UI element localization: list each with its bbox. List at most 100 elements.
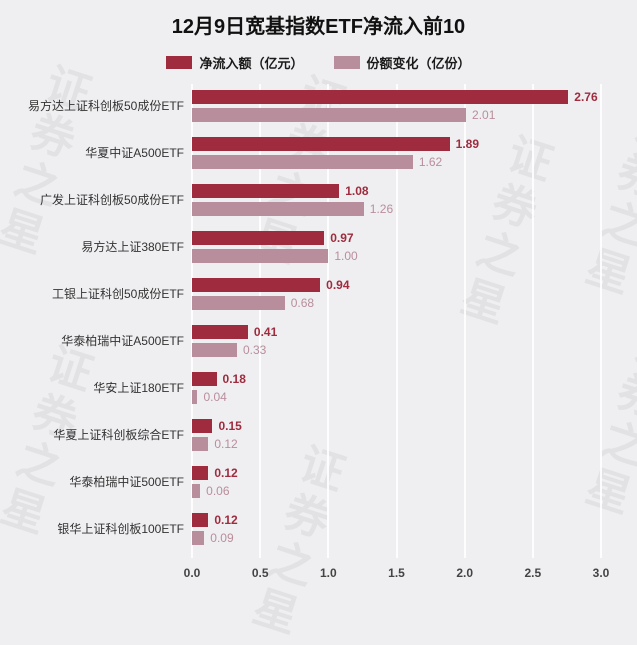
share-change-swatch [333,56,360,69]
share-change-bar [192,107,467,122]
net-inflow-swatch [166,56,193,69]
net-inflow-value: 0.94 [326,277,350,292]
net-inflow-bar [192,277,321,292]
chart-title: 12月9日宽基指数ETF净流入前10 [171,16,466,38]
net-inflow-bar [192,230,325,245]
chart-row: 华泰柏瑞中证500ETF 0.12 0.06 [0,458,637,505]
chart-row: 易方达上证380ETF 0.97 1.00 [0,223,637,270]
category-label: 易方达上证科创板50成份ETF [27,99,184,113]
legend-item-net-inflow: 净流入额（亿元） [166,53,304,72]
chart-row: 易方达上证科创板50成份ETF 2.76 2.01 [0,82,637,129]
x-tick-label: 1.0 [319,566,337,580]
chart-row: 华泰柏瑞中证A500ETF 0.41 0.33 [0,317,637,364]
gridline [327,84,330,558]
chart-row: 广发上证科创板50成份ETF 1.08 1.26 [0,176,637,223]
category-label: 华夏中证A500ETF [85,146,184,160]
x-axis: 0.0 0.5 1.0 1.5 2.0 2.5 3.0 [184,562,610,586]
share-change-bar-line: 0.09 [192,530,601,545]
share-change-bar-line: 1.00 [192,248,601,263]
bar-group: 0.15 0.12 [192,418,601,451]
net-inflow-legend-label: 净流入额（亿元） [199,56,304,71]
net-inflow-bar [192,465,209,480]
bar-group: 2.76 2.01 [192,89,601,122]
share-change-value: 2.01 [472,107,496,122]
legend: 净流入额（亿元） 份额变化（亿份） [0,53,637,72]
share-change-bar [192,436,209,451]
net-inflow-value: 0.12 [214,512,238,527]
chart-canvas: 12月9日宽基指数ETF净流入前10 净流入额（亿元） 份额变化（亿份） 易方达… [0,10,637,586]
net-inflow-value: 0.12 [214,465,238,480]
x-tick-label: 0.0 [183,566,201,580]
share-change-value: 1.62 [418,154,443,169]
share-change-bar [192,295,285,310]
net-inflow-bar-line: 0.41 [192,324,601,339]
share-change-bar [192,201,364,216]
gridline [463,84,466,558]
net-inflow-value: 2.76 [574,89,598,104]
x-tick-label: 2.0 [456,566,473,580]
share-change-value: 1.26 [369,201,394,216]
share-change-bar [192,389,198,404]
chart-row: 银华上证科创板100ETF 0.12 0.09 [0,505,637,552]
bar-group: 0.12 0.06 [192,465,601,498]
gridline [395,84,398,558]
bar-chart: 易方达上证科创板50成份ETF 2.76 2.01 华夏中证A500ETF 1.89 1.… [0,82,637,586]
share-change-bar-line: 1.62 [192,154,601,169]
category-label: 华泰柏瑞中证500ETF [69,475,184,489]
net-inflow-value: 0.97 [330,230,354,245]
bar-group: 1.89 1.62 [192,136,601,169]
net-inflow-bar [192,371,217,386]
share-change-bar [192,154,413,169]
x-tick-label: 2.5 [524,566,542,580]
category-label: 华泰柏瑞中证A500ETF [61,334,184,348]
share-change-value: 0.68 [290,295,315,310]
bar-group: 0.12 0.09 [192,512,601,545]
gridline [531,84,534,558]
category-label: 华夏上证科创板综合ETF [53,428,184,442]
share-change-bar [192,530,205,545]
share-change-bar [192,483,201,498]
share-change-bar [192,342,237,357]
net-inflow-bar-line: 2.76 [192,89,601,104]
net-inflow-bar [192,136,450,151]
net-inflow-value: 1.89 [455,136,480,151]
bar-group: 0.97 1.00 [192,230,601,263]
share-change-bar-line: 2.01 [192,107,601,122]
gridline [600,84,602,558]
net-inflow-value: 0.41 [253,324,278,339]
chart-row: 工银上证科创50成份ETF 0.94 0.68 [0,270,637,317]
share-change-bar-line: 0.12 [192,436,601,451]
share-change-bar [192,248,329,263]
x-tick-label: 3.0 [592,566,610,580]
share-change-bar-line: 0.06 [192,483,601,498]
net-inflow-value: 1.08 [345,183,369,198]
net-inflow-value: 0.15 [218,418,242,433]
chart-row: 华夏中证A500ETF 1.89 1.62 [0,129,637,176]
share-change-bar-line: 1.26 [192,201,601,216]
share-change-value: 0.06 [206,483,230,498]
bar-group: 1.08 1.26 [192,183,601,216]
net-inflow-bar-line: 0.94 [192,277,601,292]
net-inflow-bar [192,89,569,104]
x-tick-label: 0.5 [251,566,269,580]
category-label: 工银上证科创50成份ETF [51,287,184,301]
share-change-legend-label: 份额变化（亿份） [366,56,471,71]
category-label: 广发上证科创板50成份ETF [39,193,184,207]
chart-rows: 易方达上证科创板50成份ETF 2.76 2.01 华夏中证A500ETF 1.89 1.… [0,82,637,552]
gridline [259,84,262,558]
share-change-bar-line: 0.04 [192,389,601,404]
net-inflow-bar-line: 0.18 [192,371,601,386]
net-inflow-bar-line: 1.89 [192,136,601,151]
share-change-value: 0.33 [242,342,267,357]
bar-group: 0.41 0.33 [192,324,601,357]
x-tick-label: 1.5 [388,566,405,580]
bar-group: 0.94 0.68 [192,277,601,310]
net-inflow-bar-line: 0.15 [192,418,601,433]
chart-row: 华夏上证科创板综合ETF 0.15 0.12 [0,411,637,458]
chart-row: 华安上证180ETF 0.18 0.04 [0,364,637,411]
net-inflow-bar-line: 0.12 [192,465,601,480]
category-label: 银华上证科创板100ETF [57,522,184,536]
net-inflow-bar-line: 0.97 [192,230,601,245]
share-change-value: 0.12 [214,436,238,451]
bar-group: 0.18 0.04 [192,371,601,404]
